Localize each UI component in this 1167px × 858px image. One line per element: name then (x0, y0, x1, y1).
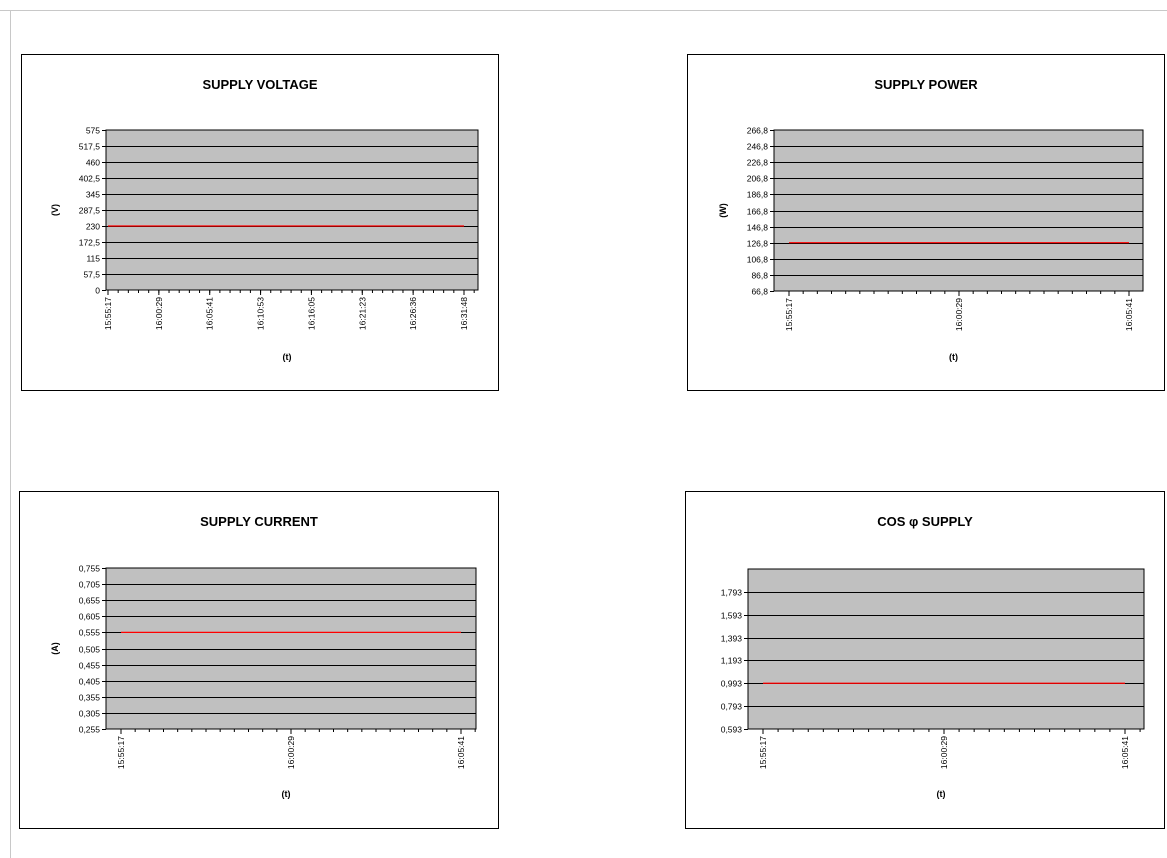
y-tick-label: 0,705 (79, 580, 101, 590)
y-tick-label: 186,8 (747, 190, 769, 200)
y-tick-label: 106,8 (747, 255, 769, 265)
x-tick-label: 16:05:41 (1120, 736, 1130, 769)
chart-supply-voltage: SUPPLY VOLTAGE 0 57,5 115 172,5 230 287,5 345 4… (21, 54, 499, 391)
y-tick-label: 66,8 (751, 287, 768, 297)
x-axis-label: (t) (283, 352, 292, 362)
x-axis-label: (t) (282, 789, 291, 799)
y-tick-label: 402,5 (79, 174, 101, 184)
y-tick-label: 287,5 (79, 206, 101, 216)
y-tick-label: 166,8 (747, 207, 769, 217)
y-tick-label: 57,5 (83, 270, 100, 280)
chart-plot: 0 57,5 115 172,5 230 287,5 345 402,5 460 517,5 575… (50, 126, 479, 362)
y-tick-label: 0,655 (79, 596, 101, 606)
x-tick-label: 16:16:05 (306, 297, 316, 330)
x-tick-label: 15:55:17 (758, 736, 768, 769)
plot-area (747, 568, 1145, 730)
chart-title: SUPPLY CURRENT (200, 514, 318, 529)
y-tick-label: 1,793 (721, 588, 743, 598)
y-tick-label: 0,305 (79, 709, 101, 719)
y-tick-label: 0,555 (79, 628, 101, 638)
chart-supply-power: SUPPLY POWER 66,8 86,8 106,8 126,8 146,8 166,… (687, 54, 1165, 391)
y-tick-label: 1,393 (721, 634, 743, 644)
plot-area (105, 567, 477, 730)
x-tick-label: 16:31:48 (459, 297, 469, 330)
y-tick-label: 206,8 (747, 174, 769, 184)
chart-plot: 66,8 86,8 106,8 126,8 146,8 166,8 186,8 206,8 22… (718, 126, 1144, 362)
y-axis-label: (W) (718, 203, 728, 218)
x-axis-label: (t) (949, 352, 958, 362)
y-tick-label: 115 (86, 254, 100, 264)
x-tick-label: 16:00:29 (154, 297, 164, 330)
y-tick-label: 1,193 (721, 656, 743, 666)
y-tick-label: 575 (86, 126, 100, 136)
y-tick-label: 0,505 (79, 645, 101, 655)
chart-title: COS φ SUPPLY (877, 514, 973, 529)
y-tick-label: 0,793 (721, 702, 743, 712)
y-tick-label: 345 (86, 190, 100, 200)
frame-left-border (10, 10, 11, 858)
y-tick-label: 0,755 (79, 564, 101, 574)
x-tick-label: 16:26:36 (408, 297, 418, 330)
y-tick-label: 0,593 (721, 725, 743, 735)
x-tick-label: 16:10:53 (256, 297, 266, 330)
x-tick-label: 16:05:41 (1124, 298, 1134, 331)
x-tick-label: 16:00:29 (286, 736, 296, 769)
x-tick-label: 16:00:29 (954, 298, 964, 331)
y-tick-label: 146,8 (747, 223, 769, 233)
chart-plot: 0,593 0,793 0,993 1,193 1,393 1,593 1,793 15:55… (721, 568, 1145, 799)
chart-cos-phi-supply: COS φ SUPPLY 0,593 0,793 0,993 1,193 1,393 1,… (685, 491, 1165, 829)
chart-supply-current: SUPPLY CURRENT 0,255 0,305 0,355 0,405 0,455… (19, 491, 499, 829)
y-tick-label: 226,8 (747, 158, 769, 168)
y-tick-label: 266,8 (747, 126, 769, 136)
y-tick-label: 517,5 (79, 142, 101, 152)
x-axis-label: (t) (937, 789, 946, 799)
y-tick-label: 0,355 (79, 693, 101, 703)
y-tick-label: 0,993 (721, 679, 743, 689)
frame-top-border (0, 10, 1167, 11)
x-tick-label: 16:21:23 (357, 297, 367, 330)
y-axis-label: (V) (50, 204, 60, 216)
y-tick-label: 0,455 (79, 661, 101, 671)
x-tick-label: 16:05:41 (205, 297, 215, 330)
y-tick-label: 0 (95, 286, 100, 296)
x-tick-label: 15:55:17 (784, 298, 794, 331)
y-tick-label: 460 (86, 158, 100, 168)
y-tick-label: 126,8 (747, 239, 769, 249)
y-tick-label: 230 (86, 222, 100, 232)
y-tick-label: 172,5 (79, 238, 101, 248)
x-tick-label: 16:05:41 (456, 736, 466, 769)
y-tick-label: 0,405 (79, 677, 101, 687)
y-axis-label: (A) (50, 642, 60, 655)
y-tick-label: 0,605 (79, 612, 101, 622)
chart-plot: 0,255 0,305 0,355 0,405 0,455 0,505 0,555 0,605… (50, 564, 477, 799)
y-tick-label: 246,8 (747, 142, 769, 152)
y-tick-label: 1,593 (721, 611, 743, 621)
x-tick-label: 15:55:17 (103, 297, 113, 330)
chart-title: SUPPLY POWER (874, 77, 978, 92)
x-tick-label: 15:55:17 (116, 736, 126, 769)
plot-area (773, 129, 1144, 292)
x-tick-label: 16:00:29 (939, 736, 949, 769)
y-tick-label: 0,255 (79, 725, 101, 735)
y-tick-label: 86,8 (751, 271, 768, 281)
chart-title: SUPPLY VOLTAGE (202, 77, 318, 92)
